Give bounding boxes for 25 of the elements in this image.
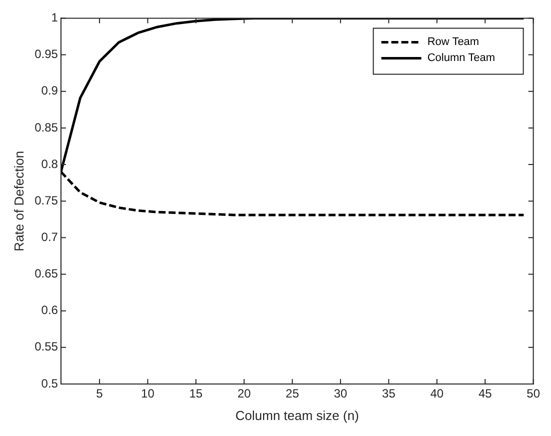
y-tick-label: 0.95 [34,47,58,62]
x-tick-label: 35 [382,386,396,401]
x-tick-label: 50 [526,386,540,401]
x-tick-label: 40 [430,386,444,401]
y-tick-label: 0.7 [41,230,58,244]
x-tick-label: 5 [96,386,104,401]
y-tick-label: 0.85 [34,120,58,134]
y-tick-label: 0.8 [41,156,58,171]
x-axis-title: Column team size (n) [235,408,359,423]
y-tick-label: 0.65 [34,266,58,281]
y-tick-label: 1 [51,10,58,25]
y-tick-label: 0.55 [34,340,58,354]
x-tick-label: 30 [334,386,348,401]
y-tick-label: 0.6 [41,303,58,318]
x-tick-label: 20 [237,386,252,401]
y-tick-label: 0.75 [34,193,58,208]
legend-label: Column Team [427,52,495,64]
y-tick-label: 0.5 [41,376,58,390]
y-tick-label: 0.9 [41,84,58,98]
x-tick-label: 15 [189,386,203,401]
x-tick-label: 25 [286,386,300,401]
x-tick-label: 45 [478,386,492,401]
legend-label: Row Team [427,36,480,48]
x-tick-label: 10 [141,386,155,401]
y-axis-title: Rate of Defection [11,150,26,252]
